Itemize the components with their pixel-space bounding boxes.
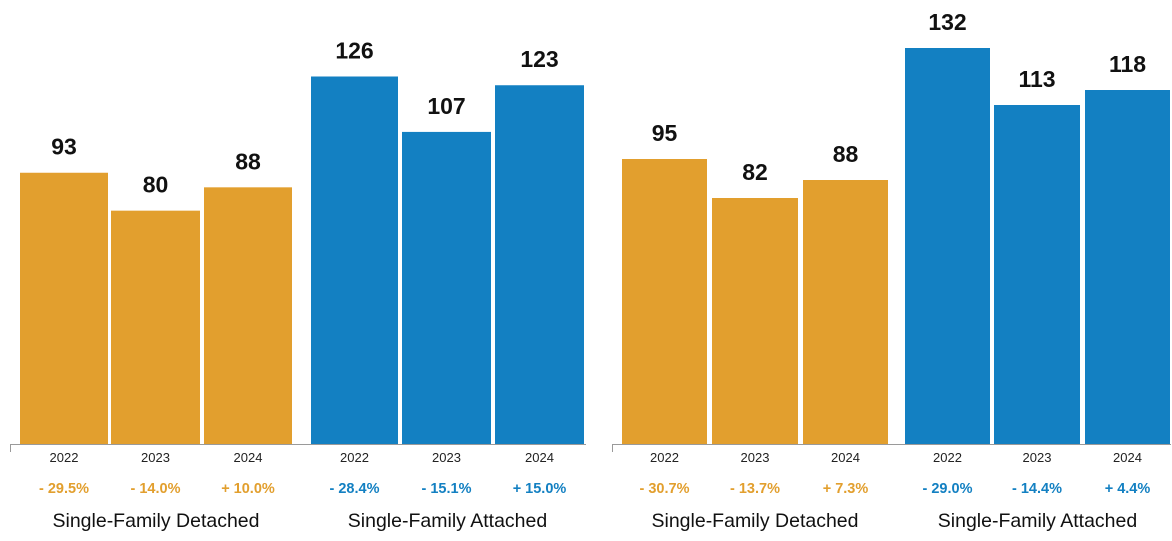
group-label: Single-Family Detached <box>651 510 858 532</box>
percent-change-label: + 7.3% <box>823 481 869 497</box>
percent-change-label: + 10.0% <box>221 481 275 497</box>
bar <box>994 105 1080 444</box>
bar <box>20 172 108 445</box>
bar <box>111 210 200 444</box>
group-label: Single-Family Attached <box>348 510 547 532</box>
x-tick-label-year: 2022 <box>50 450 79 465</box>
bar <box>1085 90 1170 444</box>
bar <box>803 180 888 444</box>
bar-value-label: 88 <box>833 141 859 167</box>
bar-value-label: 123 <box>520 46 558 72</box>
percent-change-label: - 14.0% <box>131 481 181 497</box>
x-tick-label-year: 2022 <box>340 450 369 465</box>
bar <box>204 187 292 445</box>
x-tick-label-year: 2023 <box>141 450 170 465</box>
bar-value-label: 82 <box>742 159 768 185</box>
x-tick-label-year: 2024 <box>234 450 263 465</box>
x-tick-label-year: 2024 <box>1113 450 1142 465</box>
bar-value-label: 113 <box>1018 66 1055 92</box>
bar-value-label: 132 <box>928 9 966 35</box>
bar-value-label: 95 <box>652 120 678 146</box>
percent-change-label: - 13.7% <box>730 481 780 497</box>
bar-value-label: 118 <box>1109 51 1146 77</box>
bar-value-label: 107 <box>427 93 465 119</box>
bar-value-label: 88 <box>235 148 261 174</box>
bar-value-label: 80 <box>143 172 169 198</box>
bar <box>712 198 798 444</box>
percent-change-label: - 14.4% <box>1012 481 1062 497</box>
percent-change-label: + 15.0% <box>513 481 567 497</box>
group-label: Single-Family Detached <box>52 510 259 532</box>
percent-change-label: - 29.5% <box>39 481 89 497</box>
percent-change-label: + 4.4% <box>1105 481 1151 497</box>
group-label: Single-Family Attached <box>938 510 1137 532</box>
x-tick-label-year: 2024 <box>831 450 860 465</box>
percent-change-label: - 29.0% <box>923 481 973 497</box>
bar-value-label: 93 <box>51 134 77 160</box>
percent-change-label: - 30.7% <box>640 481 690 497</box>
percent-change-label: - 28.4% <box>330 481 380 497</box>
percent-change-label: - 15.1% <box>422 481 472 497</box>
bar-value-label: 126 <box>335 37 373 63</box>
bar <box>905 48 990 444</box>
x-tick-label-year: 2023 <box>432 450 461 465</box>
x-tick-label-year: 2023 <box>741 450 770 465</box>
x-tick-label-year: 2022 <box>650 450 679 465</box>
bar <box>311 76 398 445</box>
x-tick-label-year: 2022 <box>933 450 962 465</box>
bar <box>402 131 491 445</box>
x-tick-label-year: 2024 <box>525 450 554 465</box>
x-tick-label-year: 2023 <box>1023 450 1052 465</box>
bar <box>495 85 584 444</box>
bar <box>622 159 707 444</box>
